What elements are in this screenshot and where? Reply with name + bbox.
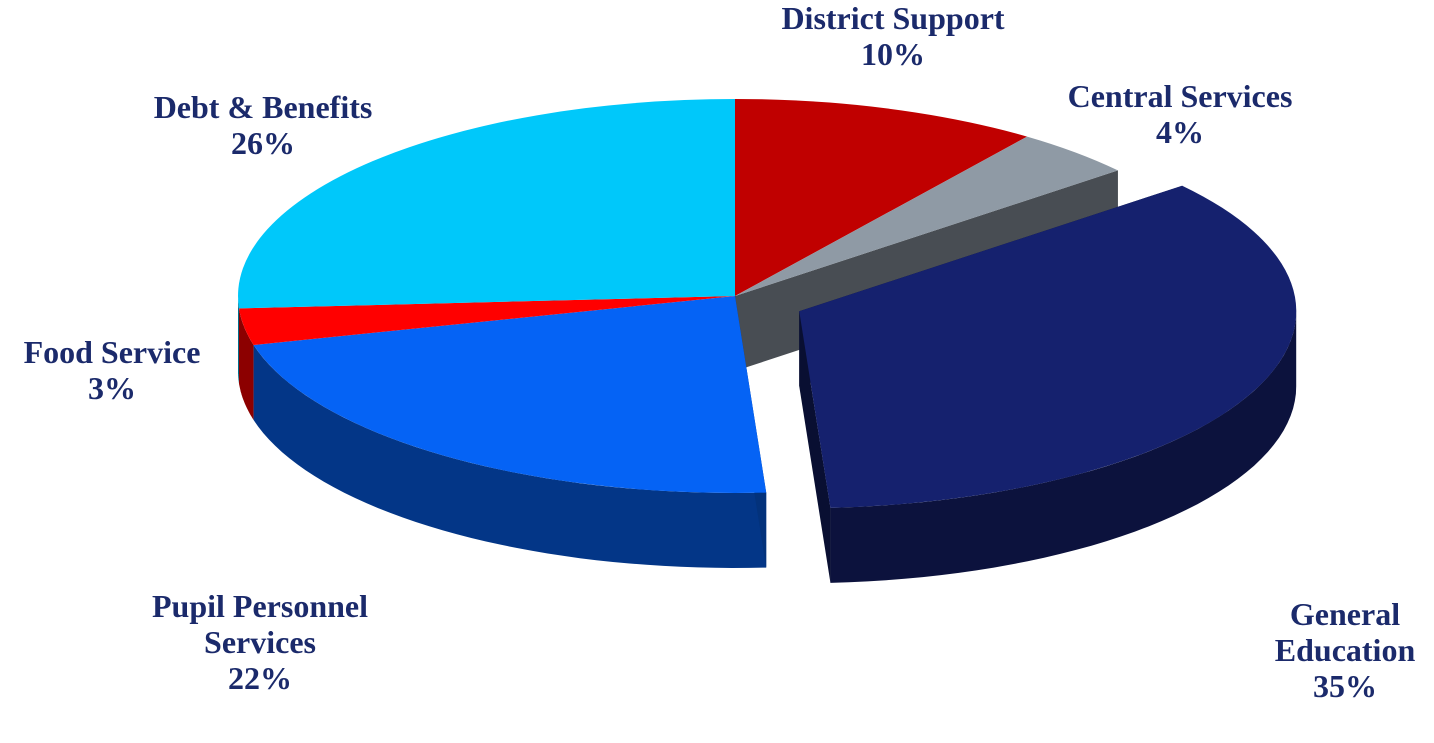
slice-side-food-service <box>239 308 254 420</box>
label-line: Education <box>1275 632 1416 668</box>
pie-labels: District Support 10% Central Services 4% Gen… <box>24 0 1416 704</box>
label-line: District Support <box>781 0 1004 36</box>
label-line: General <box>1290 596 1400 632</box>
label-food-service: Food Service 3% <box>24 334 201 406</box>
label-line: 35% <box>1313 668 1377 704</box>
slice-side-debt-benefits <box>238 296 239 384</box>
label-line: 4% <box>1156 114 1204 150</box>
label-debt-benefits: Debt & Benefits 26% <box>154 89 373 161</box>
label-line: Central Services <box>1068 78 1293 114</box>
pie-tops <box>238 99 1297 508</box>
slice-central-services <box>735 136 1118 296</box>
slice-district-support <box>735 99 1028 296</box>
label-pupil-personnel-services: Pupil Personnel Services 22% <box>152 588 368 696</box>
label-central-services: Central Services 4% <box>1068 78 1293 150</box>
label-line: 22% <box>228 660 292 696</box>
label-line: 10% <box>861 36 925 72</box>
slice-side-pupil-personnel-services <box>253 345 767 568</box>
label-general-education: General Education 35% <box>1275 596 1416 704</box>
label-line: 3% <box>88 370 136 406</box>
pie-slices <box>238 99 1297 583</box>
label-line: Food Service <box>24 334 201 370</box>
label-line: Pupil Personnel <box>152 588 368 624</box>
label-district-support: District Support 10% <box>781 0 1004 72</box>
slice-side-general-education <box>830 311 1297 583</box>
slice-cut-general-education-1 <box>799 311 831 583</box>
slice-general-education <box>799 185 1297 508</box>
label-line: Debt & Benefits <box>154 89 373 125</box>
label-line: 26% <box>231 125 295 161</box>
slice-food-service <box>239 296 735 345</box>
slice-pupil-personnel-services <box>253 296 767 493</box>
slice-debt-benefits <box>238 99 736 309</box>
label-line: Services <box>204 624 316 660</box>
